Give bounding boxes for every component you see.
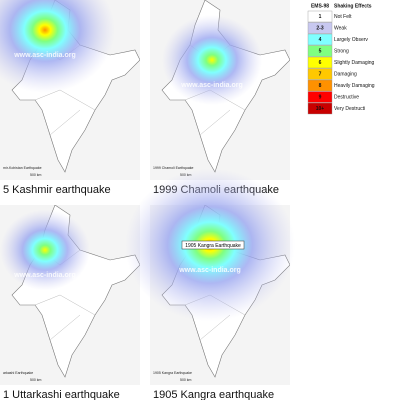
scale-label: 500 km	[30, 378, 42, 382]
legend-effect: Destructive	[334, 94, 359, 100]
scale-label: 500 km	[30, 173, 42, 177]
legend-swatch	[307, 10, 333, 23]
legend-effect: Very Destructi	[334, 106, 365, 112]
caption: 5 Kashmir earthquake	[3, 184, 111, 196]
legend-swatch	[307, 33, 333, 46]
intensity-area	[0, 209, 90, 291]
legend-effect: Damaging	[334, 71, 357, 77]
intensity-area	[0, 0, 115, 93]
legend-swatch	[307, 45, 333, 57]
legend: EMS-98 Shaking Effects 1 Not Felt 2-3 Weak 4 La…	[307, 3, 375, 115]
caption: 1 Uttarkashi earthquake	[3, 389, 120, 400]
legend-level: 5	[319, 48, 322, 54]
box-label: 1905 Kangra Earthquake	[185, 243, 241, 249]
legend-swatch	[307, 91, 333, 103]
map-label: arkashi Earthquake	[3, 371, 33, 375]
legend-swatch	[307, 79, 333, 92]
legend-effect: Heavily Damaging	[334, 83, 375, 89]
legend-swatch	[307, 56, 333, 69]
map-panel: www.asc-india.org 1905 Kangra Earthquake 5…	[125, 168, 295, 385]
watermark: www.asc-india.org	[13, 272, 76, 279]
intensity-area	[162, 15, 262, 105]
map-panel: www.asc-india.org mir-Kohistan Earthquake…	[0, 0, 140, 180]
legend-level: 2-3	[316, 25, 323, 31]
map-panels: www.asc-india.org mir-Kohistan Earthquake…	[0, 0, 295, 400]
legend-swatch	[307, 22, 333, 34]
legend-level: 4	[319, 37, 322, 43]
legend-header: EMS-98	[311, 3, 329, 9]
watermark: www.asc-india.org	[180, 82, 243, 89]
legend-level: 8	[319, 83, 322, 89]
map-panel: www.asc-india.org 1999 Chamoli Earthquake…	[150, 0, 290, 180]
watermark: www.asc-india.org	[13, 52, 76, 59]
map-label: 1999 Chamoli Earthquake	[153, 166, 194, 170]
caption: 1905 Kangra earthquake	[153, 389, 274, 400]
map-panel: www.asc-india.org arkashi Earthquake 500 k…	[0, 205, 140, 385]
legend-effect: Weak	[334, 25, 347, 31]
label-box	[181, 240, 245, 250]
legend-swatch	[307, 102, 333, 115]
legend-effect: Largely Observ	[334, 37, 368, 43]
map-label: mir-Kohistan Earthquake	[3, 166, 42, 170]
scale-label: 500 km	[180, 378, 192, 382]
legend-effect: Not Felt	[334, 14, 352, 20]
legend-effect: Strong	[334, 48, 349, 54]
map-label: 1905 Kangra Earthquake	[153, 371, 192, 375]
legend-level: 1	[319, 14, 322, 20]
legend-level: 6	[319, 60, 322, 66]
legend-effect: Slightly Damaging	[334, 60, 375, 66]
legend-level: 7	[319, 71, 322, 77]
legend-header: Shaking Effects	[334, 3, 372, 9]
legend-level: 10+	[316, 106, 325, 112]
legend-swatch	[307, 68, 333, 80]
watermark: www.asc-india.org	[178, 267, 241, 274]
legend-level: 9	[319, 94, 322, 100]
